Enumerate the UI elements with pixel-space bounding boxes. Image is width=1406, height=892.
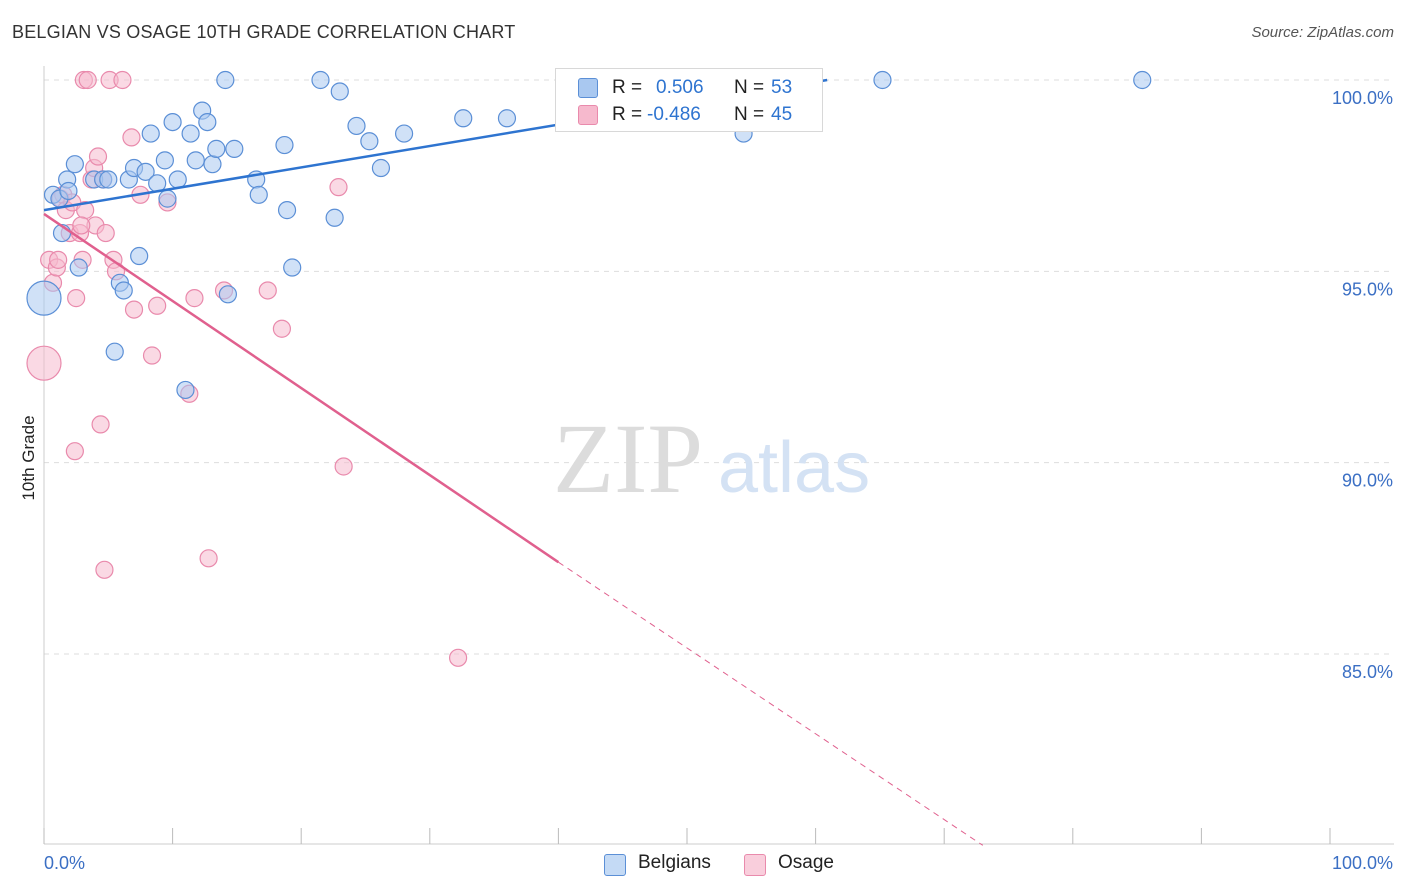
belgians-point <box>207 139 226 158</box>
belgians-point <box>176 380 195 400</box>
stats-legend: R = 0.506 N = 53 R = -0.486 N = 45 <box>555 68 823 132</box>
belgians-point <box>216 70 235 90</box>
osage-point <box>67 289 86 308</box>
belgians-point <box>283 258 302 277</box>
x-tick-label-max: 100.0% <box>1332 853 1393 873</box>
belgians-point <box>497 109 517 128</box>
osage-point <box>258 281 277 300</box>
belgians-point <box>168 170 187 189</box>
osage-point <box>448 648 468 667</box>
y-tick-labels: 85.0% 90.0% 95.0% 100.0% <box>1332 88 1393 682</box>
belgians-point <box>275 135 294 155</box>
legend-r-label: R = <box>612 104 643 125</box>
osage-point <box>96 223 115 243</box>
belgians-point <box>225 139 244 158</box>
osage-point <box>49 250 68 269</box>
belgians-point <box>394 124 414 143</box>
osage-point <box>185 289 204 308</box>
legend-n-label: N = <box>734 104 765 125</box>
belgians-point <box>99 170 118 189</box>
osage-point <box>72 216 91 235</box>
osage-point <box>334 457 353 476</box>
source-label: Source: ZipAtlas.com <box>1251 24 1394 41</box>
belgians-point <box>218 285 237 304</box>
belgians-point <box>141 124 160 143</box>
belgians-point <box>105 342 124 361</box>
belgians-point <box>330 82 349 101</box>
legend-n-value: 53 <box>771 77 793 98</box>
osage-point <box>148 296 167 315</box>
osage-points <box>26 70 468 667</box>
y-tick-label: 85.0% <box>1342 662 1393 682</box>
belgians-point <box>277 201 297 220</box>
belgians-point <box>873 70 892 90</box>
belgians-swatch <box>604 854 626 876</box>
y-tick-label: 95.0% <box>1342 279 1393 299</box>
legend-swatch-pink <box>578 105 598 125</box>
y-tick-label: 90.0% <box>1342 471 1393 491</box>
y-tick-label: 100.0% <box>1332 88 1393 108</box>
belgians-point <box>181 124 200 143</box>
belgians-point <box>65 155 84 174</box>
belgians-point <box>371 158 391 178</box>
belgians-point <box>347 116 366 136</box>
osage-point <box>199 549 218 568</box>
osage-point <box>122 128 141 147</box>
belgians-point <box>249 185 268 204</box>
belgians-point <box>198 112 217 132</box>
belgians-point <box>360 132 379 151</box>
belgians-point <box>454 109 473 128</box>
legend-r-label: R = <box>612 77 643 98</box>
osage-point <box>142 346 162 365</box>
belgians-point <box>26 280 62 316</box>
osage-point <box>91 415 110 434</box>
axes <box>43 66 1394 845</box>
belgians-point <box>186 151 205 170</box>
osage-point <box>88 147 108 166</box>
belgians-legend-label: Belgians <box>638 852 711 873</box>
watermark-atlas: atlas <box>718 428 870 508</box>
belgians-point <box>1133 70 1152 90</box>
belgians-point <box>158 189 177 208</box>
belgians-point <box>130 246 149 266</box>
legend-r-value: 0.506 <box>656 77 704 98</box>
watermark-zip: ZIP <box>553 403 703 514</box>
osage-legend-label: Osage <box>778 852 834 873</box>
belgians-point <box>136 162 155 181</box>
belgians-point <box>163 112 182 132</box>
belgians-point <box>59 181 78 201</box>
belgians-point <box>325 208 344 227</box>
watermark: ZIP atlas <box>553 403 870 514</box>
osage-point <box>78 70 97 90</box>
grid-lines <box>44 79 1394 655</box>
belgians-point <box>69 258 88 277</box>
belgians-point <box>311 70 330 90</box>
legend-n-label: N = <box>734 77 765 98</box>
osage-point <box>113 70 132 90</box>
belgians-point <box>203 155 222 174</box>
osage-point <box>65 442 84 461</box>
osage-point <box>124 300 144 319</box>
belgians-point <box>114 281 133 300</box>
osage-swatch <box>744 854 766 876</box>
osage-trend-extension <box>558 561 984 846</box>
legend-swatch-blue <box>578 78 598 98</box>
legend-r-value: -0.486 <box>647 104 701 125</box>
osage-point <box>26 345 62 381</box>
x-tick-labels: 0.0% 100.0% <box>44 853 1393 873</box>
belgians-point <box>155 151 174 170</box>
osage-point <box>329 178 348 197</box>
chart-title: BELGIAN VS OSAGE 10TH GRADE CORRELATION … <box>12 22 516 42</box>
legend-n-value: 45 <box>771 104 793 125</box>
belgians-points <box>26 70 1152 400</box>
osage-point <box>95 560 114 579</box>
y-axis-title: 10th Grade <box>19 415 38 500</box>
osage-point <box>272 319 292 338</box>
x-tick-label-min: 0.0% <box>44 853 85 873</box>
osage-trend-line <box>43 212 560 564</box>
